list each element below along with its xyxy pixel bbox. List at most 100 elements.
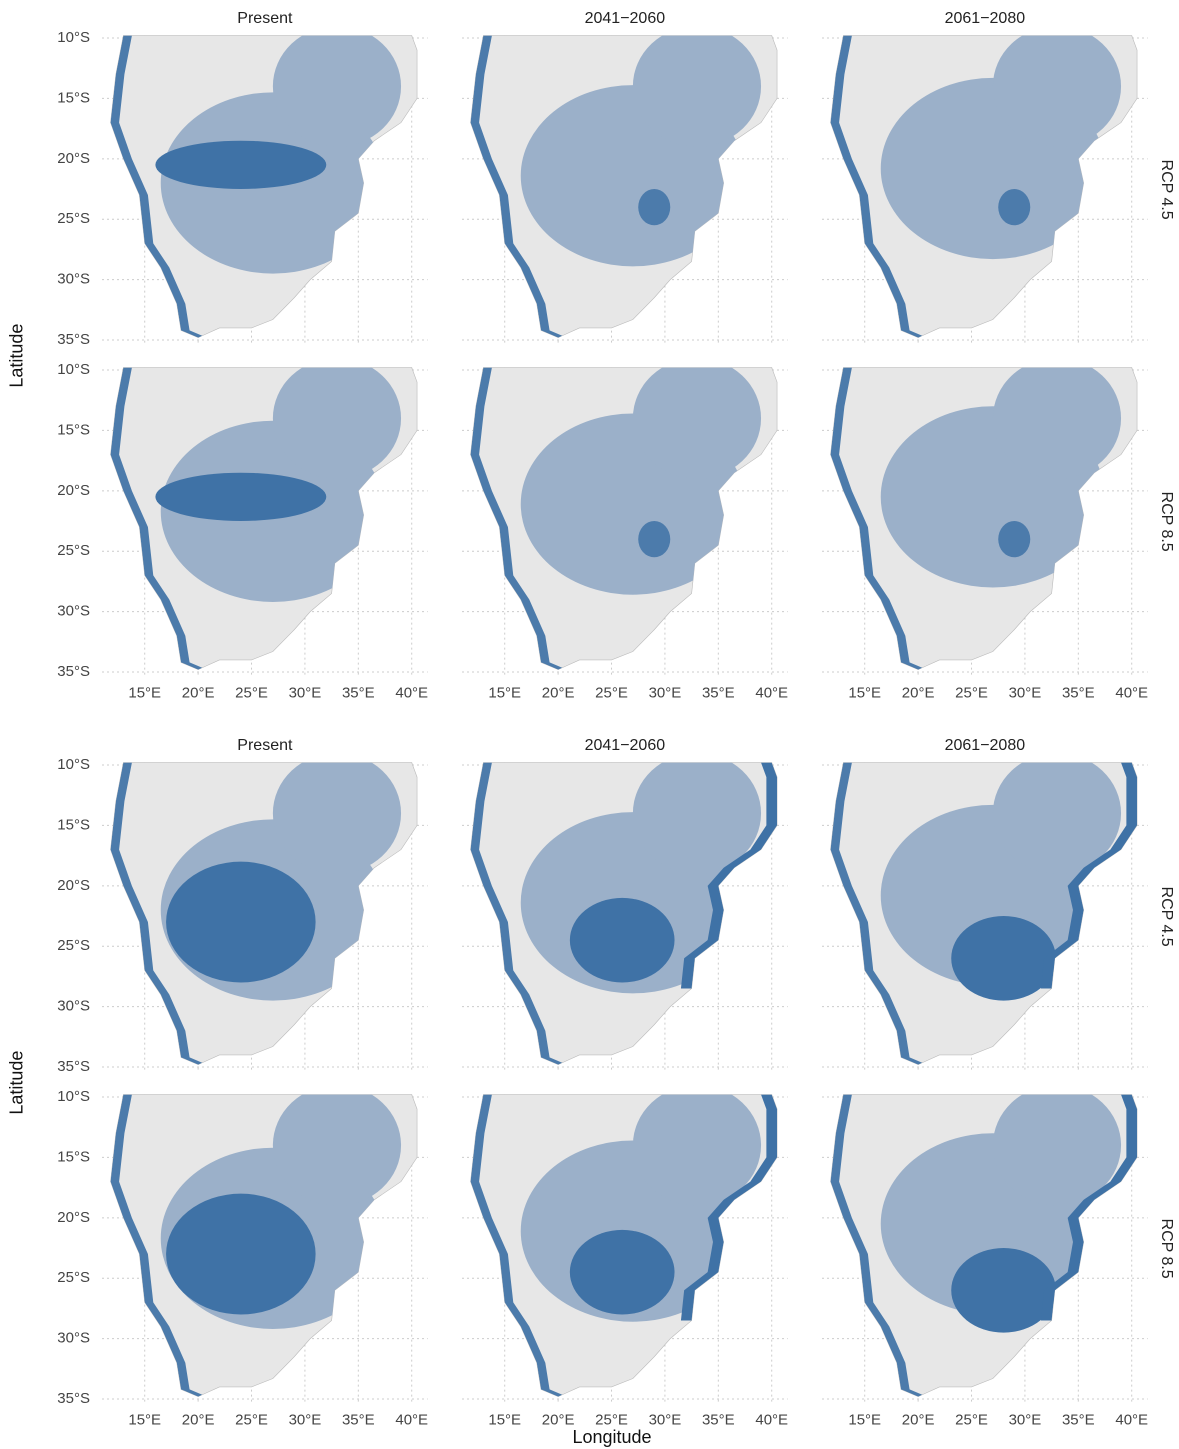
x-tick-label: 35°E (702, 685, 735, 702)
x-tick-label: 35°E (342, 685, 375, 702)
panel-title: 2061−2080 (945, 737, 1026, 754)
high-suitability (155, 140, 327, 190)
suitable-area (272, 762, 402, 874)
y-tick-label: 35°S (57, 1390, 90, 1407)
coast-strip (830, 367, 927, 670)
suitable-area (992, 1094, 1122, 1206)
suitability (830, 35, 1122, 338)
coast-strip (470, 762, 567, 1065)
y-tick-label: 30°S (57, 998, 90, 1015)
x-tick-label: 35°E (702, 1412, 735, 1429)
x-tick-label: 35°E (342, 1412, 375, 1429)
x-tick-label: 20°E (182, 1412, 215, 1429)
map-panel (822, 762, 1148, 1071)
x-tick-label: 20°E (542, 1412, 575, 1429)
coast-strip (470, 35, 567, 338)
high-suitability (998, 521, 1031, 558)
y-tick-label: 10°S (57, 756, 90, 773)
y-axis-title: Latitude (7, 324, 27, 388)
y-tick-label: 25°S (57, 937, 90, 954)
coast-strip (830, 1094, 927, 1397)
y-tick-label: 15°S (57, 421, 90, 438)
row-label: RCP 8.5 (1158, 492, 1175, 552)
map-panel (822, 367, 1148, 676)
x-tick-label: 25°E (235, 685, 268, 702)
x-tick-label: 30°E (649, 1412, 682, 1429)
x-tick-label: 40°E (1115, 1412, 1148, 1429)
coast-strip (680, 1094, 778, 1321)
suitable-area (632, 1094, 762, 1206)
row-label: RCP 4.5 (1158, 160, 1175, 220)
high-suitability (166, 861, 316, 983)
suitability (470, 367, 762, 670)
y-axis-title: Latitude (7, 1051, 27, 1115)
map-panel (102, 367, 428, 676)
high-suitability (569, 1229, 675, 1315)
y-tick-label: 30°S (57, 271, 90, 288)
y-tick-label: 10°S (57, 361, 90, 378)
suitability (110, 1094, 402, 1397)
x-tick-label: 40°E (755, 1412, 788, 1429)
coast-strip (830, 762, 927, 1065)
y-tick-label: 35°S (57, 1058, 90, 1075)
high-suitability (638, 189, 671, 226)
map-panel (462, 762, 788, 1071)
suitability (110, 762, 402, 1065)
coast-strip (110, 367, 207, 670)
suitability (830, 367, 1122, 670)
x-tick-label: 15°E (128, 1412, 161, 1429)
map-panel (462, 35, 788, 344)
suitable-area (992, 762, 1122, 874)
suitable-area (272, 35, 402, 147)
y-tick-label: 15°S (57, 89, 90, 106)
x-tick-label: 40°E (395, 685, 428, 702)
panel-title: Present (237, 737, 293, 754)
coast-strip (110, 762, 207, 1065)
y-tick-label: 25°S (57, 542, 90, 559)
x-tick-label: 15°E (488, 1412, 521, 1429)
map-panel (822, 1094, 1148, 1403)
map-panel (462, 367, 788, 676)
panel-title: Present (237, 10, 293, 27)
panel-title: 2041−2060 (585, 10, 666, 27)
suitability (470, 35, 762, 338)
x-tick-label: 25°E (595, 1412, 628, 1429)
x-tick-label: 25°E (955, 1412, 988, 1429)
coast-strip (110, 1094, 207, 1397)
suitable-area (272, 1094, 402, 1206)
suitability (470, 762, 778, 1065)
suitability (830, 1094, 1138, 1397)
y-tick-label: 20°S (57, 482, 90, 499)
x-tick-label: 20°E (182, 685, 215, 702)
y-tick-label: 10°S (57, 1088, 90, 1105)
coast-strip (1040, 762, 1138, 989)
row-label: RCP 8.5 (1158, 1219, 1175, 1279)
x-tick-label: 30°E (649, 685, 682, 702)
y-tick-label: 35°S (57, 331, 90, 348)
coast-strip (830, 35, 927, 338)
x-axis-title: Longitude (572, 1427, 651, 1447)
y-tick-label: 25°S (57, 1269, 90, 1286)
x-tick-label: 15°E (848, 685, 881, 702)
high-suitability (155, 472, 327, 522)
high-suitability (569, 897, 675, 983)
x-tick-label: 30°E (289, 685, 322, 702)
suitability (110, 35, 402, 338)
x-tick-label: 15°E (848, 1412, 881, 1429)
map-panel (102, 35, 428, 344)
high-suitability (166, 1193, 316, 1315)
x-tick-label: 20°E (902, 1412, 935, 1429)
x-tick-label: 20°E (542, 685, 575, 702)
suitable-area (992, 367, 1122, 479)
map-panel (102, 762, 428, 1071)
map-panel (102, 1094, 428, 1403)
coast-strip (110, 35, 207, 338)
suitability (830, 762, 1138, 1065)
y-tick-label: 30°S (57, 1330, 90, 1347)
suitable-area (992, 35, 1122, 147)
x-tick-label: 20°E (902, 685, 935, 702)
high-suitability (951, 916, 1056, 1001)
x-tick-label: 35°E (1062, 1412, 1095, 1429)
y-tick-label: 20°S (57, 877, 90, 894)
